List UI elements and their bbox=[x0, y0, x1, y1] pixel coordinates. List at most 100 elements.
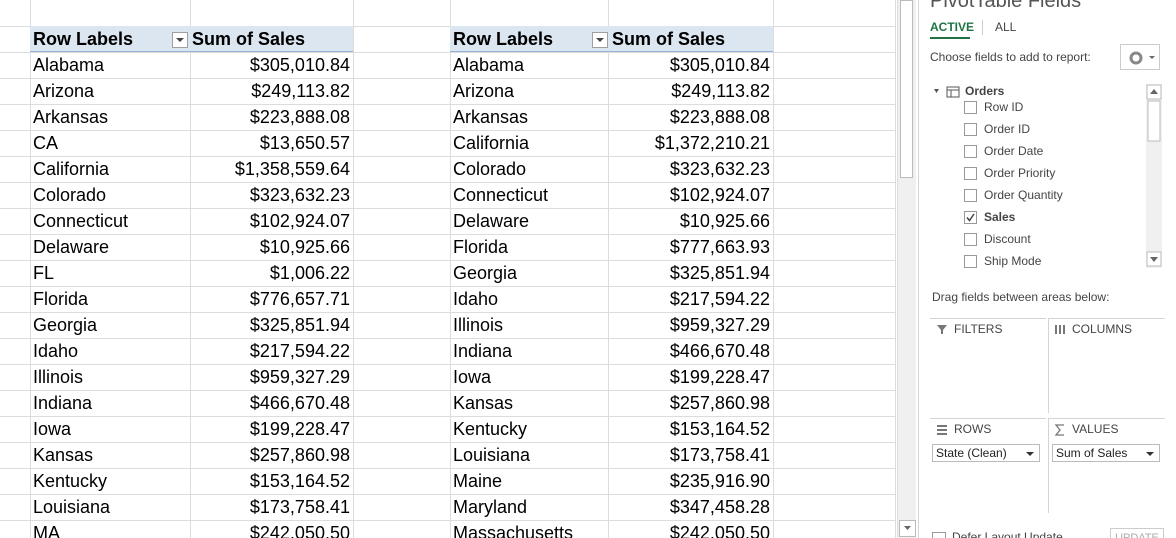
sales-value: $466,670.48 bbox=[249, 393, 350, 413]
header-label: Row Labels bbox=[33, 29, 134, 49]
update-button[interactable]: UPDATE bbox=[1110, 528, 1164, 538]
sales-value: $959,327.29 bbox=[249, 367, 350, 387]
tab-all[interactable]: ALL bbox=[995, 20, 1017, 34]
row-label: California bbox=[453, 133, 530, 153]
pill-arrow bbox=[1144, 447, 1156, 459]
header-label: Row Labels bbox=[453, 29, 554, 49]
filter-button[interactable] bbox=[592, 32, 608, 48]
field-label[interactable]: Order Priority bbox=[984, 166, 1056, 180]
field-checkbox[interactable] bbox=[964, 145, 977, 158]
area-box bbox=[930, 318, 1046, 413]
row-label: Arizona bbox=[33, 81, 95, 101]
field-checkbox[interactable] bbox=[964, 189, 977, 202]
row-label: Colorado bbox=[33, 185, 107, 205]
list-scrollbar[interactable] bbox=[1146, 84, 1162, 268]
row-gridline bbox=[0, 52, 895, 53]
sales-value: $1,372,210.21 bbox=[654, 133, 770, 153]
row-label: FL bbox=[33, 263, 55, 283]
table-name: Orders bbox=[965, 84, 1005, 98]
row-gridline bbox=[0, 156, 895, 157]
scrollbar-thumb[interactable] bbox=[900, 0, 913, 178]
row-gridline bbox=[0, 130, 895, 131]
column-gridline bbox=[353, 0, 354, 538]
sales-value: $102,924.07 bbox=[669, 185, 770, 205]
tab-active[interactable]: ACTIVE bbox=[930, 20, 975, 34]
areas-instruction: Drag fields between areas below: bbox=[932, 290, 1110, 304]
column-gridline bbox=[190, 0, 191, 538]
sales-value: $217,594.22 bbox=[669, 289, 770, 309]
scroll-down[interactable] bbox=[899, 520, 916, 537]
row-label: Maryland bbox=[453, 497, 528, 517]
row-label: Arkansas bbox=[33, 107, 109, 127]
defer-checkbox[interactable] bbox=[932, 532, 946, 538]
field-label[interactable]: Discount bbox=[984, 232, 1031, 246]
row-label: Connecticut bbox=[453, 185, 549, 205]
row-gridline bbox=[0, 208, 895, 209]
field-checkbox[interactable] bbox=[964, 255, 977, 268]
row-label: Delaware bbox=[33, 237, 110, 257]
table-icon bbox=[932, 85, 962, 99]
row-label: Indiana bbox=[453, 341, 513, 361]
area-box bbox=[1048, 318, 1165, 413]
column-gridline bbox=[608, 0, 609, 538]
field-label[interactable]: Ship Mode bbox=[984, 254, 1042, 268]
row-label: Arkansas bbox=[453, 107, 529, 127]
row-label: Louisiana bbox=[453, 445, 531, 465]
row-label: Iowa bbox=[33, 419, 72, 439]
row-label: Florida bbox=[453, 237, 509, 257]
column-gridline bbox=[450, 0, 451, 538]
column-gridline bbox=[30, 0, 31, 538]
field-checkbox[interactable] bbox=[964, 211, 977, 224]
field-label[interactable]: Order Quantity bbox=[984, 188, 1063, 202]
header-band bbox=[450, 26, 773, 52]
tab-underline bbox=[930, 37, 970, 39]
sales-value: $323,632.23 bbox=[669, 159, 770, 179]
area-icon bbox=[1054, 423, 1067, 436]
area-box bbox=[1048, 418, 1165, 513]
area-icon bbox=[936, 323, 949, 336]
field-label[interactable]: Order ID bbox=[984, 122, 1031, 136]
settings-button[interactable] bbox=[1120, 44, 1160, 70]
row-gridline bbox=[0, 390, 895, 391]
field-label[interactable]: Row ID bbox=[984, 100, 1024, 114]
field-checkbox[interactable] bbox=[964, 123, 977, 136]
area-field-label[interactable]: Sum of Sales bbox=[1056, 446, 1128, 460]
area-field-pill[interactable] bbox=[932, 444, 1040, 462]
field-label[interactable]: Sales bbox=[984, 210, 1016, 224]
sales-value: $217,594.22 bbox=[249, 341, 350, 361]
field-label[interactable]: Order Date bbox=[984, 144, 1044, 158]
row-label: Kentucky bbox=[33, 471, 108, 491]
row-label: Alabama bbox=[453, 55, 525, 75]
sales-value: $249,113.82 bbox=[251, 81, 350, 101]
sales-value: $199,228.47 bbox=[249, 419, 350, 439]
area-icon bbox=[936, 423, 949, 436]
row-gridline bbox=[0, 364, 895, 365]
row-label: Illinois bbox=[453, 315, 504, 335]
sales-value: $249,113.82 bbox=[671, 81, 770, 101]
sales-value: $10,925.66 bbox=[679, 211, 770, 231]
sales-value: $305,010.84 bbox=[669, 55, 770, 75]
row-label: Arizona bbox=[453, 81, 515, 101]
panel-title: PivotTable Fields bbox=[930, 0, 1082, 12]
field-checkbox[interactable] bbox=[964, 101, 977, 114]
row-label: Colorado bbox=[453, 159, 527, 179]
field-checkbox[interactable] bbox=[964, 167, 977, 180]
area-field-pill[interactable] bbox=[1052, 444, 1160, 462]
filter-button[interactable] bbox=[172, 32, 188, 48]
header-label: Sum of Sales bbox=[612, 29, 726, 49]
area-box bbox=[930, 418, 1046, 513]
sales-value: $325,851.94 bbox=[669, 263, 770, 283]
field-checkbox[interactable] bbox=[964, 233, 977, 246]
sales-value: $223,888.08 bbox=[249, 107, 350, 127]
instruction: Choose fields to add to report: bbox=[930, 50, 1091, 64]
row-gridline bbox=[0, 234, 895, 235]
sales-value: $323,632.23 bbox=[249, 185, 350, 205]
sales-value: $173,758.41 bbox=[669, 445, 770, 465]
row-gridline bbox=[0, 416, 895, 417]
defer-label[interactable]: Defer Layout Update bbox=[952, 530, 1063, 538]
pill-arrow bbox=[1024, 447, 1036, 459]
sales-value: $305,010.84 bbox=[249, 55, 350, 75]
area-field-label[interactable]: State (Clean) bbox=[936, 446, 1007, 460]
row-gridline bbox=[0, 494, 895, 495]
